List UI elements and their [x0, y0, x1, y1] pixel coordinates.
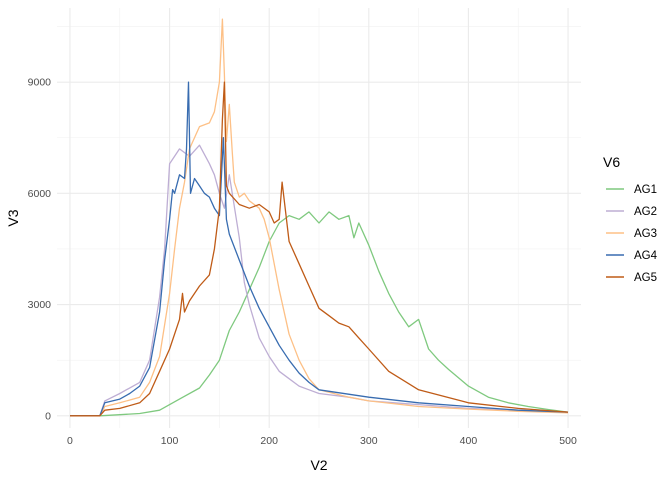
- x-tick-label: 400: [460, 435, 478, 447]
- y-tick-label: 0: [45, 410, 51, 422]
- x-tick-label: 0: [67, 435, 73, 447]
- tick-labels: 0 100 200 300 400 500 0 3000 6000 9000: [28, 77, 577, 447]
- legend-label-ag3: AG3: [634, 228, 657, 240]
- x-tick-label: 100: [161, 435, 179, 447]
- series-line-ag5: [70, 81, 569, 417]
- x-tick-label: 500: [559, 435, 577, 447]
- x-axis-title: V2: [310, 457, 327, 473]
- legend-title: V6: [603, 154, 620, 170]
- legend-label-ag4: AG4: [634, 250, 658, 262]
- grid: [57, 8, 581, 428]
- series-line-ag3: [70, 18, 569, 417]
- y-tick-label: 9000: [28, 77, 52, 89]
- series-line-ag2: [70, 144, 569, 417]
- legend-label-ag5: AG5: [634, 272, 657, 284]
- y-axis-title: V3: [5, 209, 21, 226]
- series-line-ag1: [70, 211, 569, 417]
- legend-label-ag1: AG1: [634, 184, 657, 196]
- x-tick-label: 200: [260, 435, 278, 447]
- legend-label-ag2: AG2: [634, 206, 657, 218]
- series-line-ag4: [70, 81, 569, 417]
- y-tick-label: 3000: [28, 299, 52, 311]
- y-tick-label: 6000: [28, 188, 52, 200]
- legend: V6 AG1 AG2 AG3 AG4 AG5: [603, 154, 658, 284]
- x-tick-label: 300: [360, 435, 378, 447]
- series-lines: [70, 18, 569, 417]
